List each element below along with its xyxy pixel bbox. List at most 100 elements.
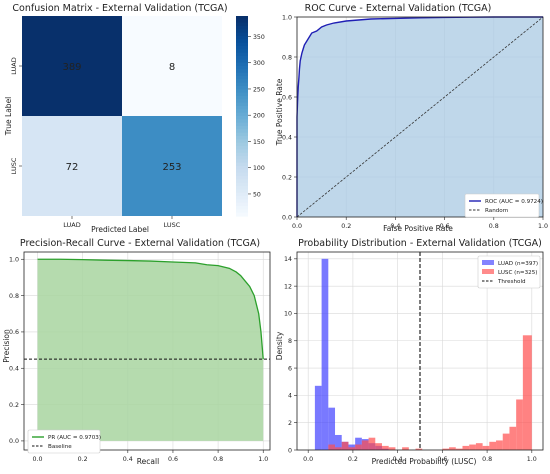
cm-colorbar-segment — [236, 149, 248, 154]
pd-lusc-bar — [482, 445, 490, 450]
cm-colorbar-segment — [236, 59, 248, 64]
pr-panel: Precision-Recall Curve - External Valida… — [2, 238, 271, 466]
cm-y-tick-label: LUAD — [10, 57, 18, 75]
pd-y-tick-label: 10 — [284, 311, 292, 318]
pr-y-tick-label: 0.8 — [9, 293, 19, 300]
cm-colorbar-segment — [236, 179, 248, 184]
cm-colorbar-tick-label: 350 — [253, 34, 265, 41]
cm-colorbar-segment — [236, 82, 248, 87]
pd-lusc-bar — [516, 399, 523, 450]
cm-colorbar-segment — [236, 99, 248, 104]
pd-lusc-bar — [355, 444, 362, 450]
cm-colorbar-segment — [236, 106, 248, 110]
cm-colorbar-segment — [236, 79, 248, 84]
pd-legend-label: Threshold — [497, 279, 526, 285]
pr-axes-frame — [23, 251, 271, 451]
cm-cell-value: 72 — [66, 162, 79, 173]
pd-lusc-bar — [348, 447, 356, 450]
pd-lusc-bar — [496, 440, 503, 450]
cm-cell — [122, 116, 222, 216]
cm-colorbar-segment — [236, 66, 248, 70]
pr-y-tick-label: 0.6 — [9, 329, 19, 336]
cm-colorbar-segment — [236, 22, 248, 27]
cm-colorbar-segment — [236, 172, 248, 177]
cm-colorbar-segment — [236, 116, 248, 120]
roc-xlabel: False Positive Rate — [383, 224, 453, 233]
pd-x-tick-label: 0.2 — [348, 456, 358, 463]
cm-cells: 389 8 72 253 — [22, 16, 222, 216]
roc-x-tick-label: 0.0 — [292, 223, 302, 230]
cm-colorbar-segment — [236, 186, 248, 190]
cm-colorbar-segment — [236, 96, 248, 100]
pd-y-tick-label: 0 — [288, 447, 292, 454]
cm-colorbar-segment — [236, 69, 248, 74]
cm-colorbar-segment — [236, 36, 248, 40]
cm-colorbar-segment — [236, 102, 248, 107]
pd-luad-bar — [355, 437, 362, 450]
cm-colorbar-segment — [236, 32, 248, 37]
cm-colorbar-segment — [236, 129, 248, 134]
pd-lusc-bar — [462, 445, 470, 450]
cm-colorbar-segment — [236, 92, 248, 97]
pd-y-tick-label: 8 — [288, 338, 292, 345]
pd-xlabel: Predicted Probability (LUSC) — [372, 457, 477, 466]
cm-x-tick-label: LUAD — [63, 221, 81, 229]
cm-colorbar-segment — [236, 169, 248, 174]
pd-lusc-bar — [502, 433, 510, 450]
pr-x-tick-label: 1.0 — [258, 456, 268, 463]
pr-legend-label: PR (AUC = 0.9703) — [48, 435, 101, 441]
cm-colorbar-segment — [236, 189, 248, 194]
cm-colorbar-segment — [236, 62, 248, 67]
pd-lusc-bar — [455, 448, 463, 450]
pd-y-tick-label: 12 — [284, 283, 292, 290]
pr-title: Precision-Recall Curve - External Valida… — [20, 238, 260, 249]
cm-title: Confusion Matrix - External Validation (… — [12, 3, 227, 14]
pr-x-tick-label: 0.2 — [78, 456, 88, 463]
cm-tick-labels: LUAD LUSC LUAD LUSC — [10, 57, 181, 229]
roc-x-tick-label: 0.4 — [390, 223, 400, 230]
pd-lusc-bar — [402, 447, 409, 450]
cm-colorbar-tick-label: 150 — [253, 139, 265, 146]
cm-cell — [122, 16, 222, 116]
roc-y-tick-label: 0.2 — [282, 174, 292, 181]
pd-y-tick-label: 4 — [288, 393, 292, 400]
cm-colorbar-segment — [236, 46, 248, 50]
cm-colorbar-segment — [236, 176, 248, 180]
pd-lusc-bar — [381, 445, 389, 450]
prob-dist-panel: Probability Distribution - External Vali… — [275, 238, 544, 466]
pr-x-tick-label: 0.6 — [168, 456, 178, 463]
roc-x-tick-label: 0.2 — [341, 223, 351, 230]
pd-legend-swatch — [482, 260, 494, 265]
cm-colorbar-segment — [236, 16, 248, 20]
roc-x-tick-label: 1.0 — [538, 223, 548, 230]
pr-y-tick-label: 0.0 — [9, 438, 19, 445]
cm-ylabel: True Label — [4, 97, 13, 137]
pd-lusc-bar — [341, 441, 349, 450]
pd-luad-bar — [314, 385, 322, 450]
pd-legend-label: LUSC (n=325) — [498, 270, 537, 276]
cm-colorbar-segment — [236, 19, 248, 24]
cm-colorbar-tick-label: 200 — [253, 113, 265, 120]
pr-y-tick-label: 0.4 — [9, 366, 19, 373]
roc-legend-label: Random — [485, 208, 508, 214]
cm-colorbar-tick-label: 250 — [253, 86, 265, 93]
pd-axes-frame — [296, 251, 544, 451]
roc-title: ROC Curve - External Validation (TCGA) — [305, 3, 492, 14]
cm-cell-value: 253 — [162, 162, 181, 173]
pd-x-tick-label: 0.4 — [393, 456, 403, 463]
pd-x-tick-label: 1.0 — [527, 456, 537, 463]
cm-colorbar-segment — [236, 139, 248, 144]
cm-colorbar-tick-label: 50 — [253, 191, 261, 198]
pr-ylabel: Precision — [2, 329, 11, 363]
pr-curve-line — [37, 258, 264, 360]
roc-y-tick-label: 0.6 — [282, 94, 292, 101]
cm-colorbar-tick-label: 300 — [253, 60, 265, 67]
cm-colorbar-segment — [236, 132, 248, 137]
pd-lusc-bar — [361, 440, 369, 450]
pd-y-tick-label: 6 — [288, 365, 292, 372]
pd-luad-bar — [335, 434, 342, 450]
pr-x-tick-label: 0.8 — [213, 456, 223, 463]
cm-cell — [22, 116, 122, 216]
roc-legend-label: ROC (AUC = 0.9724) — [485, 199, 543, 205]
pd-x-tick-label: 0.8 — [482, 456, 492, 463]
